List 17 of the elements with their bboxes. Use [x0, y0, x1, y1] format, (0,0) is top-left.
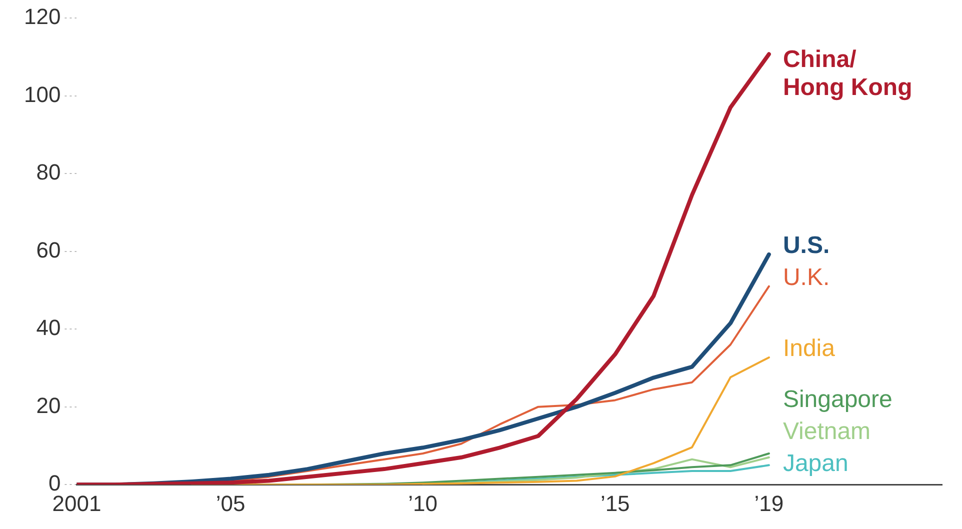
y-tick-label: 100 [24, 82, 61, 107]
y-tick-label: 120 [24, 4, 61, 30]
y-tick-label: 40 [36, 315, 61, 340]
x-tick-label: ’19 [754, 490, 784, 516]
x-tick-label: ’15 [600, 490, 630, 516]
series-label: U.K. [782, 264, 830, 292]
series-label: Vietnam [782, 418, 871, 446]
y-tick-label: 20 [36, 392, 61, 418]
y-tick-label: 80 [36, 160, 61, 185]
y-tick-label: 60 [36, 237, 61, 262]
x-tick-label: ’05 [216, 490, 246, 516]
series-label: U.S. [782, 232, 830, 260]
series-label: Japan [782, 450, 848, 478]
series-label: China/ Hong Kong [782, 46, 912, 101]
series-label: India [782, 335, 836, 362]
series-label: Singapore [782, 386, 892, 414]
x-tick-label: ’10 [408, 490, 438, 516]
